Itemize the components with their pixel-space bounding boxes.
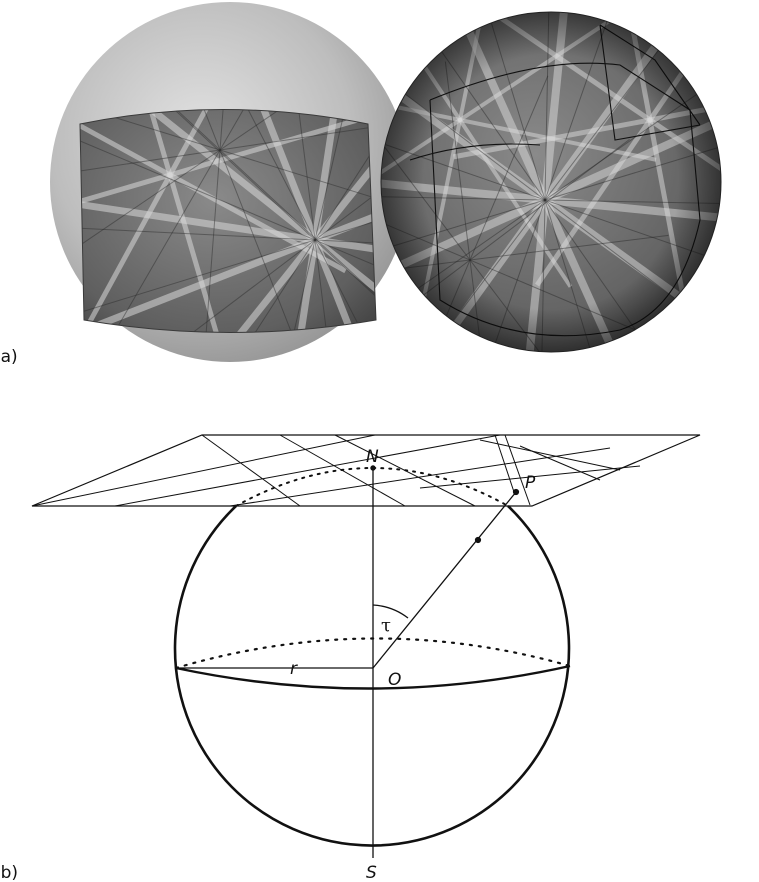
right-sphere: [380, 11, 722, 353]
sphere-outline: [173, 505, 571, 847]
label-north: N: [366, 447, 379, 467]
label-origin: O: [388, 670, 401, 690]
angle-arc: [372, 604, 409, 619]
projection-plane: [31, 434, 701, 507]
panel-b: [31, 434, 701, 858]
kikuchi-patch: [80, 109, 376, 333]
label-angle: τ: [381, 615, 391, 636]
label-radius: r: [290, 659, 298, 679]
left-sphere: [50, 2, 410, 362]
projection-ray: [372, 491, 517, 669]
panel-b-label: (b): [0, 863, 18, 882]
panel-a-label: (a): [0, 347, 18, 367]
label-south: S: [366, 863, 377, 882]
label-projected: P: [525, 473, 536, 493]
panel-a: (a): [0, 2, 722, 367]
